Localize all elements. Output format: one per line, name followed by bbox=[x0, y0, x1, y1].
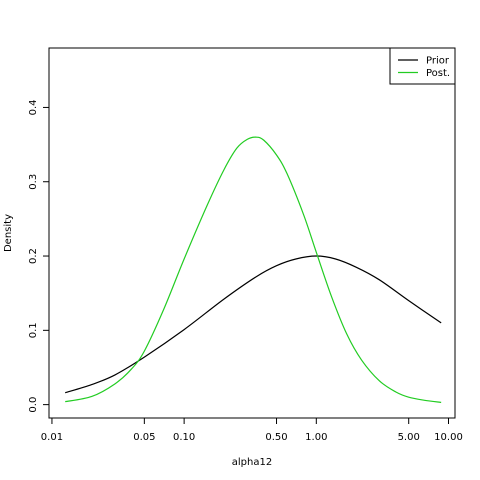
x-tick-label: 0.50 bbox=[265, 432, 287, 443]
series-line-prior bbox=[65, 255, 442, 394]
legend-label-prior: Prior bbox=[426, 56, 450, 67]
y-tick-label: 0.0 bbox=[28, 397, 39, 413]
x-tick-label: 10.00 bbox=[434, 432, 463, 443]
y-axis-title: Density bbox=[3, 214, 14, 252]
y-tick-label: 0.1 bbox=[28, 322, 39, 338]
x-tick-label: 0.01 bbox=[41, 432, 63, 443]
x-axis-title: alpha12 bbox=[232, 457, 272, 468]
series-line-post bbox=[65, 136, 442, 403]
plot-frame bbox=[48, 47, 456, 419]
x-tick-label: 5.00 bbox=[398, 432, 420, 443]
x-tick-label: 1.00 bbox=[305, 432, 327, 443]
y-tick-label: 0.2 bbox=[28, 248, 39, 264]
y-tick-label: 0.3 bbox=[28, 174, 39, 190]
y-tick-label: 0.4 bbox=[28, 99, 39, 115]
legend-label-post: Post. bbox=[426, 68, 450, 79]
legend-box bbox=[389, 47, 456, 85]
x-tick-label: 0.10 bbox=[173, 432, 195, 443]
x-tick-label: 0.05 bbox=[133, 432, 155, 443]
